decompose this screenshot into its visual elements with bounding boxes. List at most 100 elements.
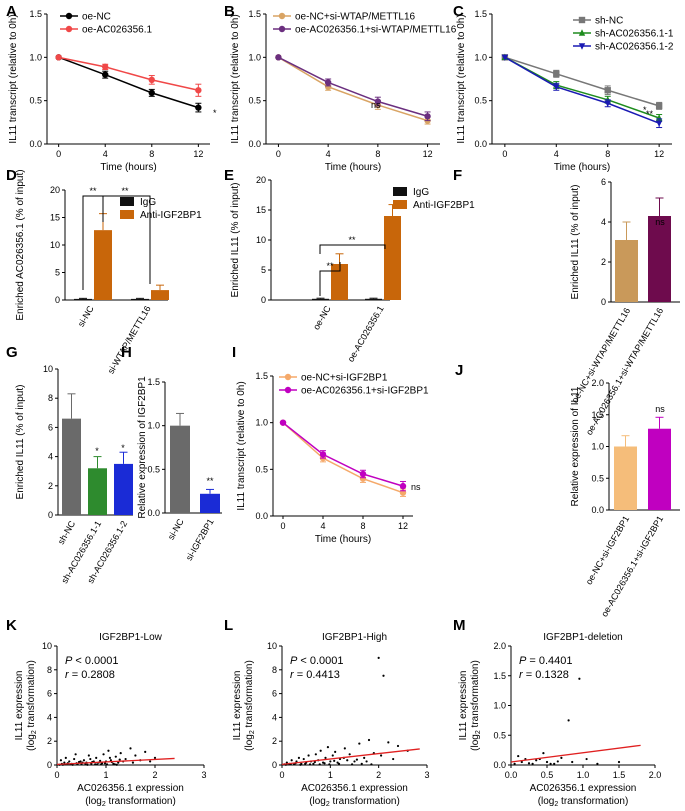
scatter-point — [124, 757, 127, 761]
scatter-point — [328, 763, 331, 766]
series-line-2 — [504, 56, 660, 124]
y-tick-label: 2.0 — [493, 641, 506, 651]
scatter-point — [134, 754, 137, 757]
data-point — [102, 63, 109, 71]
bar-Anti-IGF2BP1-0 — [331, 264, 348, 300]
scatter-point — [379, 754, 383, 757]
scatter-point — [319, 749, 322, 752]
legend-label: oe-AC026356.1+si-IGF2BP1 — [301, 386, 429, 397]
x-tick-label: 0.5 — [541, 770, 554, 780]
data-point — [278, 12, 286, 20]
x-tick-label: 4 — [103, 149, 108, 159]
scatter-point — [324, 756, 327, 759]
y-tick-label: 10 — [42, 641, 52, 651]
panel-letter-C: C — [453, 3, 464, 20]
legend-label: IgG — [413, 187, 429, 198]
x-tick-label: 1.0 — [577, 770, 590, 780]
scatter-point — [346, 759, 349, 762]
scatter-point — [103, 762, 107, 765]
x-tick-label: 0 — [280, 521, 285, 531]
chart-title: IGF2BP1-Low — [99, 632, 163, 643]
x-tick-label: 0 — [56, 149, 61, 159]
x-category-label: si-WTAP/METTL16 — [106, 304, 153, 376]
data-point — [324, 79, 332, 86]
y-tick-label: 0 — [55, 295, 60, 305]
label-part: = 0.4401 — [526, 655, 572, 667]
x-tick-label: 4 — [320, 521, 325, 531]
label-part: 2 — [249, 730, 256, 734]
y-axis-label: IL11 transcript (relative to 0h) — [230, 14, 241, 143]
label-part: transformation) — [26, 660, 37, 730]
y-tick-label: 2 — [601, 257, 606, 267]
regression-line — [56, 757, 175, 766]
x-tick-label: 12 — [193, 149, 203, 159]
y-tick-label: 2 — [47, 736, 52, 746]
scatter-point — [144, 750, 147, 754]
y-tick-label: 1.0 — [474, 52, 487, 62]
x-tick-label: 12 — [398, 521, 408, 531]
data-point — [278, 25, 286, 33]
y-tick-label: 0.0 — [255, 511, 268, 521]
bar-2 — [114, 463, 133, 515]
data-point — [604, 87, 611, 94]
scatter-point — [367, 738, 371, 742]
y-tick-label: 0.0 — [248, 139, 261, 149]
scatter-point — [113, 763, 116, 766]
y-tick-label: 0.0 — [493, 760, 506, 770]
scatter-point — [545, 760, 549, 764]
y-tick-label: 5 — [55, 268, 60, 278]
legend-label: Anti-IGF2BP1 — [140, 210, 202, 221]
scatter-point — [556, 760, 559, 763]
y-tick-label: 4 — [601, 217, 606, 227]
y-tick-label: 1.0 — [591, 442, 604, 452]
scatter-point — [302, 757, 305, 761]
data-point — [553, 70, 560, 77]
scatter-point — [520, 760, 523, 764]
scatter-point — [513, 762, 516, 765]
chart-C: 0.0 0.5 1.0 1.5 IL11 transcript (relative to… — [456, 9, 674, 173]
bar-IgG-0 — [312, 298, 329, 300]
p-value: P = 0.4401 — [519, 655, 573, 667]
x-tick-label: 0 — [502, 149, 507, 159]
data-point — [148, 89, 155, 97]
data-point — [655, 102, 663, 110]
legend-swatch — [120, 197, 134, 206]
y-tick-label: 15 — [50, 213, 60, 223]
scatter-point — [355, 758, 359, 761]
scatter-point — [527, 762, 531, 765]
chart-L: 0 2 4 6 8 10 0 1 2 3 IGF2BP1-High AC026356.1 expres… — [232, 632, 430, 808]
scatter-point — [80, 763, 83, 766]
y-tick-label: 20 — [50, 185, 60, 195]
y-tick-label: 8 — [47, 665, 52, 675]
legend-label: oe-AC026356.1 — [82, 25, 152, 36]
y-axis-label: Enriched IL11 (% of input) — [15, 385, 26, 500]
legend-label: sh-NC — [595, 16, 623, 27]
scatter-point — [109, 759, 112, 762]
bar-1 — [648, 216, 671, 302]
scatter-point — [326, 746, 330, 749]
scatter-point — [96, 763, 99, 766]
scatter-point — [360, 762, 363, 765]
y-tick-label: 0.5 — [248, 96, 261, 106]
x-tick-label: 2 — [376, 770, 381, 780]
label-part: P — [290, 655, 298, 667]
x-axis-label: Time (hours) — [325, 162, 381, 173]
significance-mark: * — [213, 108, 217, 118]
panel-letter-F: F — [453, 167, 462, 184]
significance-mark: ** — [348, 235, 356, 245]
scatter-point — [307, 754, 310, 757]
y-tick-label: 0.5 — [255, 464, 268, 474]
y-tick-label: 0 — [272, 760, 277, 770]
y-tick-label: 6 — [47, 689, 52, 699]
y-tick-label: 6 — [272, 689, 277, 699]
x-tick-label: 0 — [279, 770, 284, 780]
data-point — [279, 419, 287, 426]
panel-letter-D: D — [6, 167, 17, 184]
y-axis-label: IL11 expression — [458, 671, 469, 741]
data-point — [65, 25, 73, 33]
chart-title: IGF2BP1-deletion — [543, 632, 623, 643]
r-value: r = 0.4413 — [290, 669, 340, 681]
scatter-point — [299, 763, 302, 766]
data-point — [578, 29, 586, 36]
